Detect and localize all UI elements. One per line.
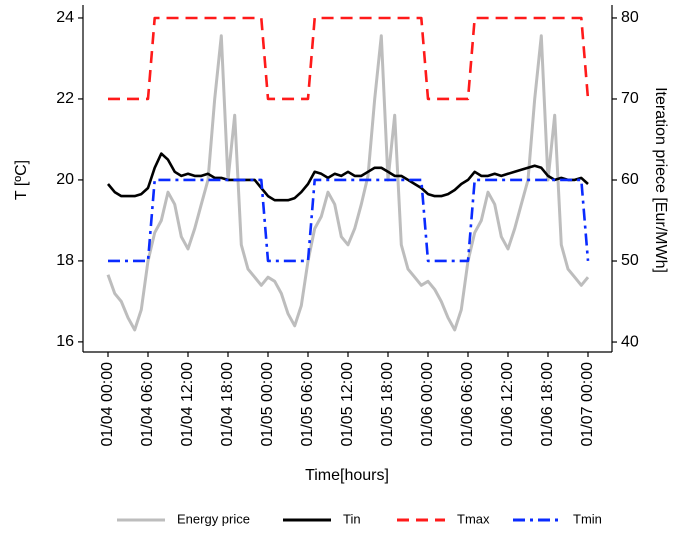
x-tick-label: 01/06 06:00 (459, 362, 476, 447)
series-line (108, 16, 590, 101)
y-tick-label: 16 (56, 333, 74, 350)
x-tick-label: 01/04 12:00 (179, 362, 196, 447)
y-tick-label: 24 (56, 9, 74, 26)
x-tick-label: 01/07 00:00 (579, 362, 596, 447)
x-tick-label: 01/05 12:00 (339, 362, 356, 447)
y2-tick-label: 50 (621, 252, 639, 269)
x-tick-label: 01/06 12:00 (499, 362, 516, 447)
x-tick-label: 01/04 06:00 (139, 362, 156, 447)
x-tick-label: 01/05 18:00 (379, 362, 396, 447)
y-tick-label: 20 (56, 171, 74, 188)
x-tick-label: 01/04 00:00 (99, 362, 116, 447)
x-axis-label: Time[hours] (305, 467, 389, 484)
x-tick-label: 01/06 18:00 (539, 362, 556, 447)
y-tick-label: 22 (56, 90, 74, 107)
series-line (106, 34, 590, 332)
x-tick-label: 01/05 06:00 (299, 362, 316, 447)
y-axis-label: T [ºC] (13, 160, 30, 200)
legend-label: Energy price (177, 511, 250, 526)
series-line (108, 178, 590, 263)
legend-label: Tin (343, 511, 361, 526)
y2-tick-label: 40 (621, 333, 639, 350)
y2-tick-label: 80 (621, 9, 639, 26)
x-tick-label: 01/06 00:00 (419, 362, 436, 447)
y2-tick-label: 70 (621, 90, 639, 107)
y2-axis-label: Iteration priece [Eur/MWh] (652, 87, 669, 273)
x-tick-label: 01/04 18:00 (219, 362, 236, 447)
series-line (106, 152, 589, 202)
y-tick-label: 18 (56, 252, 74, 269)
legend-label: Tmax (457, 511, 490, 526)
y2-tick-label: 60 (621, 171, 639, 188)
legend-label: Tmin (573, 511, 602, 526)
x-tick-label: 01/05 00:00 (259, 362, 276, 447)
